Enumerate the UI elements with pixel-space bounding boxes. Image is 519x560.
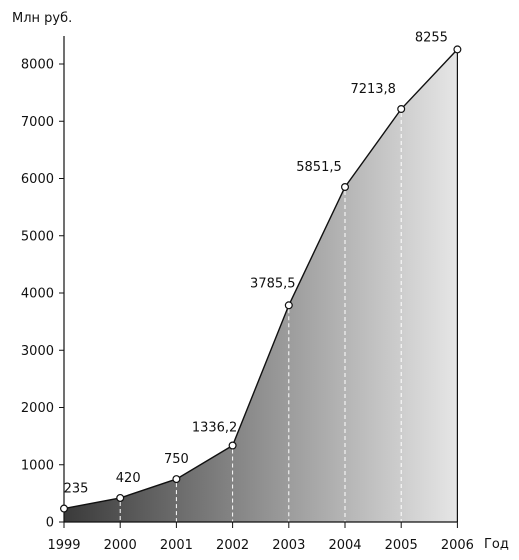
series-line <box>63 48 458 510</box>
axes: 0 1000 2000 3000 4000 5000 6000 7000 8000 1999 200… <box>21 36 474 553</box>
y-tick-label: 8000 <box>21 58 54 73</box>
data-label: 8255 <box>415 30 448 45</box>
data-points <box>59 45 462 513</box>
drop-lines <box>119 113 402 522</box>
data-label: 420 <box>116 471 141 486</box>
data-label: 750 <box>164 452 189 467</box>
x-tick-label: 2005 <box>385 538 418 553</box>
x-tick-label: 2000 <box>104 538 137 553</box>
x-tick-label: 2001 <box>160 538 193 553</box>
data-label: 7213,8 <box>350 82 396 97</box>
data-label: 5851,5 <box>296 160 342 175</box>
data-point <box>172 475 181 484</box>
data-label: 3785,5 <box>250 276 296 291</box>
data-point <box>453 45 462 54</box>
x-axis-title: Год <box>484 537 509 552</box>
data-point <box>228 441 237 450</box>
data-point <box>341 183 350 192</box>
data-point <box>284 301 293 310</box>
y-axis-title: Млн руб. <box>12 11 72 26</box>
data-point <box>59 504 68 513</box>
y-tick-label: 2000 <box>21 401 54 416</box>
data-label: 235 <box>64 482 89 497</box>
x-tick-label: 2004 <box>328 538 361 553</box>
y-tick-label: 7000 <box>21 115 54 130</box>
x-tick-label: 2006 <box>441 538 474 553</box>
data-point <box>116 493 125 502</box>
series-line-layer <box>63 48 458 510</box>
x-tick-label: 1999 <box>47 538 80 553</box>
y-tick-label: 0 <box>46 516 54 531</box>
y-tick-label: 5000 <box>21 229 54 244</box>
data-labels: 235 420 750 1336,2 3785,5 5851,5 7213,8 8255 <box>64 30 448 496</box>
y-tick-label: 1000 <box>21 458 54 473</box>
data-point <box>397 105 406 114</box>
x-tick-label: 2002 <box>216 538 249 553</box>
data-label: 1336,2 <box>192 421 238 436</box>
y-tick-label: 6000 <box>21 172 54 187</box>
y-tick-label: 4000 <box>21 287 54 302</box>
y-tick-label: 3000 <box>21 344 54 359</box>
x-tick-label: 2003 <box>272 538 305 553</box>
